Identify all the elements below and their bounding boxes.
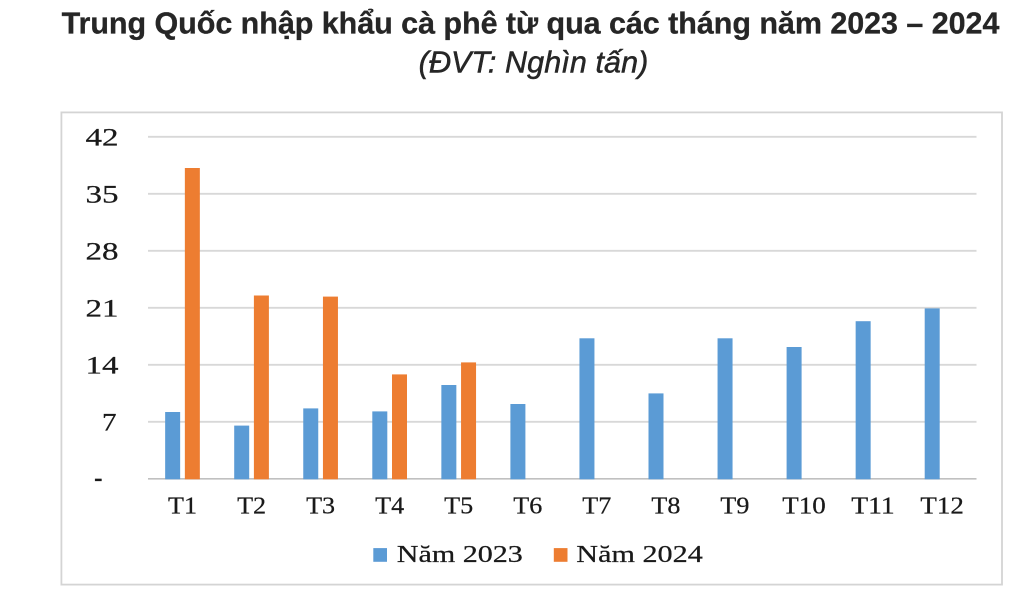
svg-text:T8: T8 bbox=[651, 494, 680, 520]
svg-text:(ĐVT: Nghìn tấn): (ĐVT: Nghìn tấn) bbox=[419, 45, 649, 79]
svg-text:21: 21 bbox=[86, 295, 119, 322]
svg-text:Năm 2024: Năm 2024 bbox=[576, 542, 703, 568]
svg-text:T11: T11 bbox=[851, 494, 895, 520]
svg-text:14: 14 bbox=[86, 352, 120, 379]
svg-text:T7: T7 bbox=[582, 494, 611, 520]
svg-text:T3: T3 bbox=[306, 494, 335, 520]
svg-text:T4: T4 bbox=[375, 494, 404, 520]
svg-text:35: 35 bbox=[86, 181, 119, 208]
svg-text:T9: T9 bbox=[720, 494, 749, 520]
svg-text:28: 28 bbox=[86, 238, 119, 265]
svg-text:42: 42 bbox=[86, 124, 119, 151]
svg-text:-: - bbox=[94, 465, 102, 492]
svg-text:T5: T5 bbox=[444, 494, 473, 520]
svg-text:7: 7 bbox=[102, 409, 117, 436]
svg-text:Trung Quốc nhập khẩu cà phê từ: Trung Quốc nhập khẩu cà phê từ qua các t… bbox=[62, 7, 1000, 41]
svg-text:T6: T6 bbox=[513, 494, 542, 520]
svg-text:T12: T12 bbox=[920, 494, 964, 520]
svg-text:T10: T10 bbox=[782, 494, 826, 520]
svg-text:Năm 2023: Năm 2023 bbox=[397, 542, 523, 568]
svg-text:T1: T1 bbox=[168, 494, 197, 520]
svg-text:T2: T2 bbox=[237, 494, 266, 520]
